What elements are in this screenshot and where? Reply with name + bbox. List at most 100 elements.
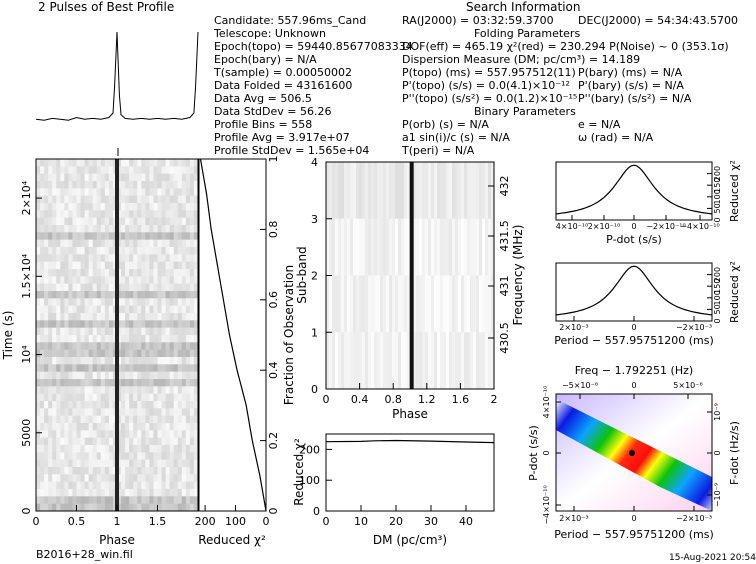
time-phase-cell xyxy=(125,452,130,461)
time-phase-cell xyxy=(36,379,41,387)
time-phase-cell xyxy=(129,423,134,431)
time-phase-cell xyxy=(44,452,49,461)
x-tick-label: 2 xyxy=(491,393,498,406)
time-phase-cell xyxy=(145,335,150,343)
time-phase-cell xyxy=(52,298,57,307)
time-phase-cell xyxy=(80,283,86,292)
time-phase-cell xyxy=(44,313,49,321)
time-phase-cell xyxy=(104,166,110,175)
time-phase-cell xyxy=(145,489,150,497)
time-phase-cell xyxy=(68,320,73,329)
time-phase-cell xyxy=(52,371,57,380)
y-tick-label: 200 xyxy=(299,443,320,456)
subband-cell xyxy=(362,218,366,276)
subband-panel: 0 0.4 0.8 1.2 1.6 201234430.5431431.5432Phase… xyxy=(295,156,525,421)
time-phase-cell xyxy=(76,173,82,182)
time-phase-cell xyxy=(145,254,150,263)
time-phase-cell xyxy=(44,305,49,314)
time-phase-cell xyxy=(173,335,179,343)
y-tick-label: 0 xyxy=(311,383,318,396)
time-phase-cell xyxy=(125,188,130,197)
time-phase-cell xyxy=(84,254,90,263)
time-phase-cell xyxy=(84,225,90,233)
time-phase-cell xyxy=(149,489,154,497)
time-phase-cell xyxy=(64,261,69,270)
time-phase-cell xyxy=(60,459,65,468)
time-phase-cell xyxy=(145,247,150,255)
time-phase-cell xyxy=(165,261,171,270)
time-phase-cell xyxy=(173,291,179,299)
subband-cell xyxy=(443,332,447,390)
time-phase-cell xyxy=(36,335,41,343)
pdot-bary-line: P'(bary) (s/s) = N/A xyxy=(578,79,684,92)
time-phase-cell xyxy=(76,225,82,233)
time-phase-cell xyxy=(169,232,175,241)
time-phase-cell xyxy=(121,305,126,314)
time-phase-cell xyxy=(108,357,114,365)
time-phase-cell xyxy=(181,379,187,387)
time-phase-cell xyxy=(153,386,158,395)
time-phase-cell xyxy=(165,225,171,233)
time-phase-cell xyxy=(125,371,130,380)
time-phase-cell xyxy=(68,474,73,483)
time-phase-cell xyxy=(137,269,142,277)
time-phase-cell xyxy=(165,188,171,197)
ecc-line: e = N/A xyxy=(578,118,621,131)
time-phase-cell xyxy=(149,276,154,285)
time-phase-cell xyxy=(64,269,69,277)
time-phase-cell xyxy=(104,181,110,189)
time-phase-cell xyxy=(193,467,199,475)
pddot-topo-line: P''(topo) (s/s²) = 0.0(1.2)×10⁻¹⁵ xyxy=(402,92,578,105)
time-phase-cell xyxy=(96,239,102,248)
time-phase-cell xyxy=(64,320,69,329)
time-phase-cell xyxy=(80,467,86,475)
time-phase-cell xyxy=(104,239,110,248)
time-phase-cell xyxy=(193,327,199,336)
subband-cell xyxy=(458,162,462,220)
time-phase-cell xyxy=(76,232,82,241)
time-phase-cell xyxy=(117,481,122,490)
time-phase-cell xyxy=(72,496,77,505)
time-phase-cell xyxy=(165,357,171,365)
subband-cell xyxy=(380,275,384,333)
time-phase-cell xyxy=(133,393,138,402)
time-phase-cell xyxy=(72,489,77,497)
time-phase-cell xyxy=(60,327,65,336)
time-phase-cell xyxy=(68,203,73,211)
time-phase-cell xyxy=(157,335,163,343)
time-phase-cell xyxy=(100,393,106,402)
time-phase-cell xyxy=(169,393,175,402)
time-phase-cell xyxy=(44,261,49,270)
time-phase-cell xyxy=(141,481,146,490)
time-phase-cell xyxy=(60,415,65,424)
time-phase-cell xyxy=(125,481,130,490)
time-phase-cell xyxy=(60,335,65,343)
time-phase-cell xyxy=(36,459,41,468)
tperi-line: T(peri) = N/A xyxy=(402,144,475,157)
time-phase-cell xyxy=(165,430,171,439)
time-phase-cell xyxy=(68,342,73,351)
time-phase-cell xyxy=(52,261,57,270)
time-phase-cell xyxy=(100,188,106,197)
time-phase-cell xyxy=(88,232,94,241)
time-phase-cell xyxy=(68,401,73,409)
y-tick-label: 1.5×10⁴ xyxy=(20,253,33,299)
x-tick-label: 40 xyxy=(459,515,473,528)
time-phase-cell xyxy=(60,276,65,285)
time-phase-cell xyxy=(149,481,154,490)
subband-cell xyxy=(458,218,462,276)
time-phase-cell xyxy=(44,445,49,453)
time-phase-cell xyxy=(104,357,110,365)
time-phase-cell xyxy=(121,298,126,307)
time-phase-cell xyxy=(92,408,98,417)
time-phase-cell xyxy=(84,195,90,204)
time-phase-cell xyxy=(165,408,171,417)
subband-cell xyxy=(407,275,411,333)
time-phase-cell xyxy=(48,313,53,321)
time-phase-cell xyxy=(161,445,167,453)
subband-cell xyxy=(356,218,360,276)
y2-tick-label: 430.5 xyxy=(498,322,511,354)
time-phase-cell xyxy=(60,181,65,189)
time-phase-cell xyxy=(149,430,154,439)
y-tick-label: 0.6 xyxy=(267,291,280,309)
